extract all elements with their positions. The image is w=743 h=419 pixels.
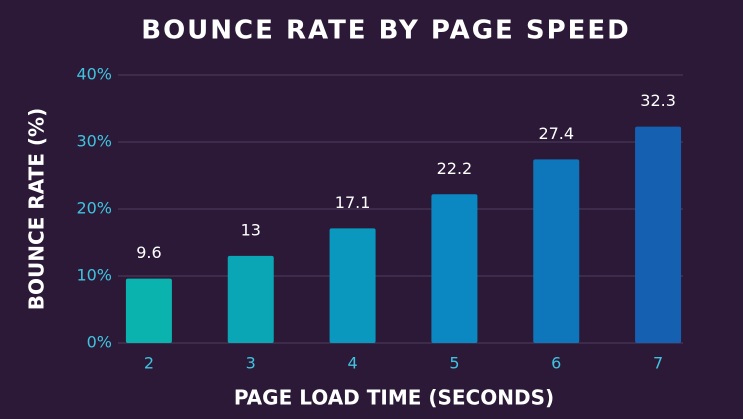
x-tick-label: 7 [653,354,663,373]
x-tick-label: 5 [449,354,459,373]
x-tick-label: 3 [246,354,256,373]
value-label: 22.2 [437,159,473,178]
bar [635,126,682,343]
y-tick-label: 30% [76,132,112,151]
bar [533,159,580,343]
value-label: 13 [241,220,261,239]
x-tick-label: 6 [551,354,561,373]
value-label: 17.1 [335,193,371,212]
bar [329,228,376,343]
value-label: 9.6 [136,243,161,262]
bar [431,194,478,343]
y-tick-label: 10% [76,266,112,285]
x-tick-label: 4 [347,354,357,373]
bar [227,255,274,343]
y-tick-label: 40% [76,65,112,84]
x-tick-label: 2 [144,354,154,373]
value-label: 27.4 [538,124,574,143]
bar [125,278,172,343]
value-label: 32.3 [640,91,676,110]
y-tick-label: 20% [76,199,112,218]
y-axis-title: BOUNCE RATE (%) [25,108,49,310]
y-tick-label: 0% [87,333,112,352]
x-axis-title: PAGE LOAD TIME (SECONDS) [234,386,554,410]
chart-title: BOUNCE RATE BY PAGE SPEED [141,16,630,46]
